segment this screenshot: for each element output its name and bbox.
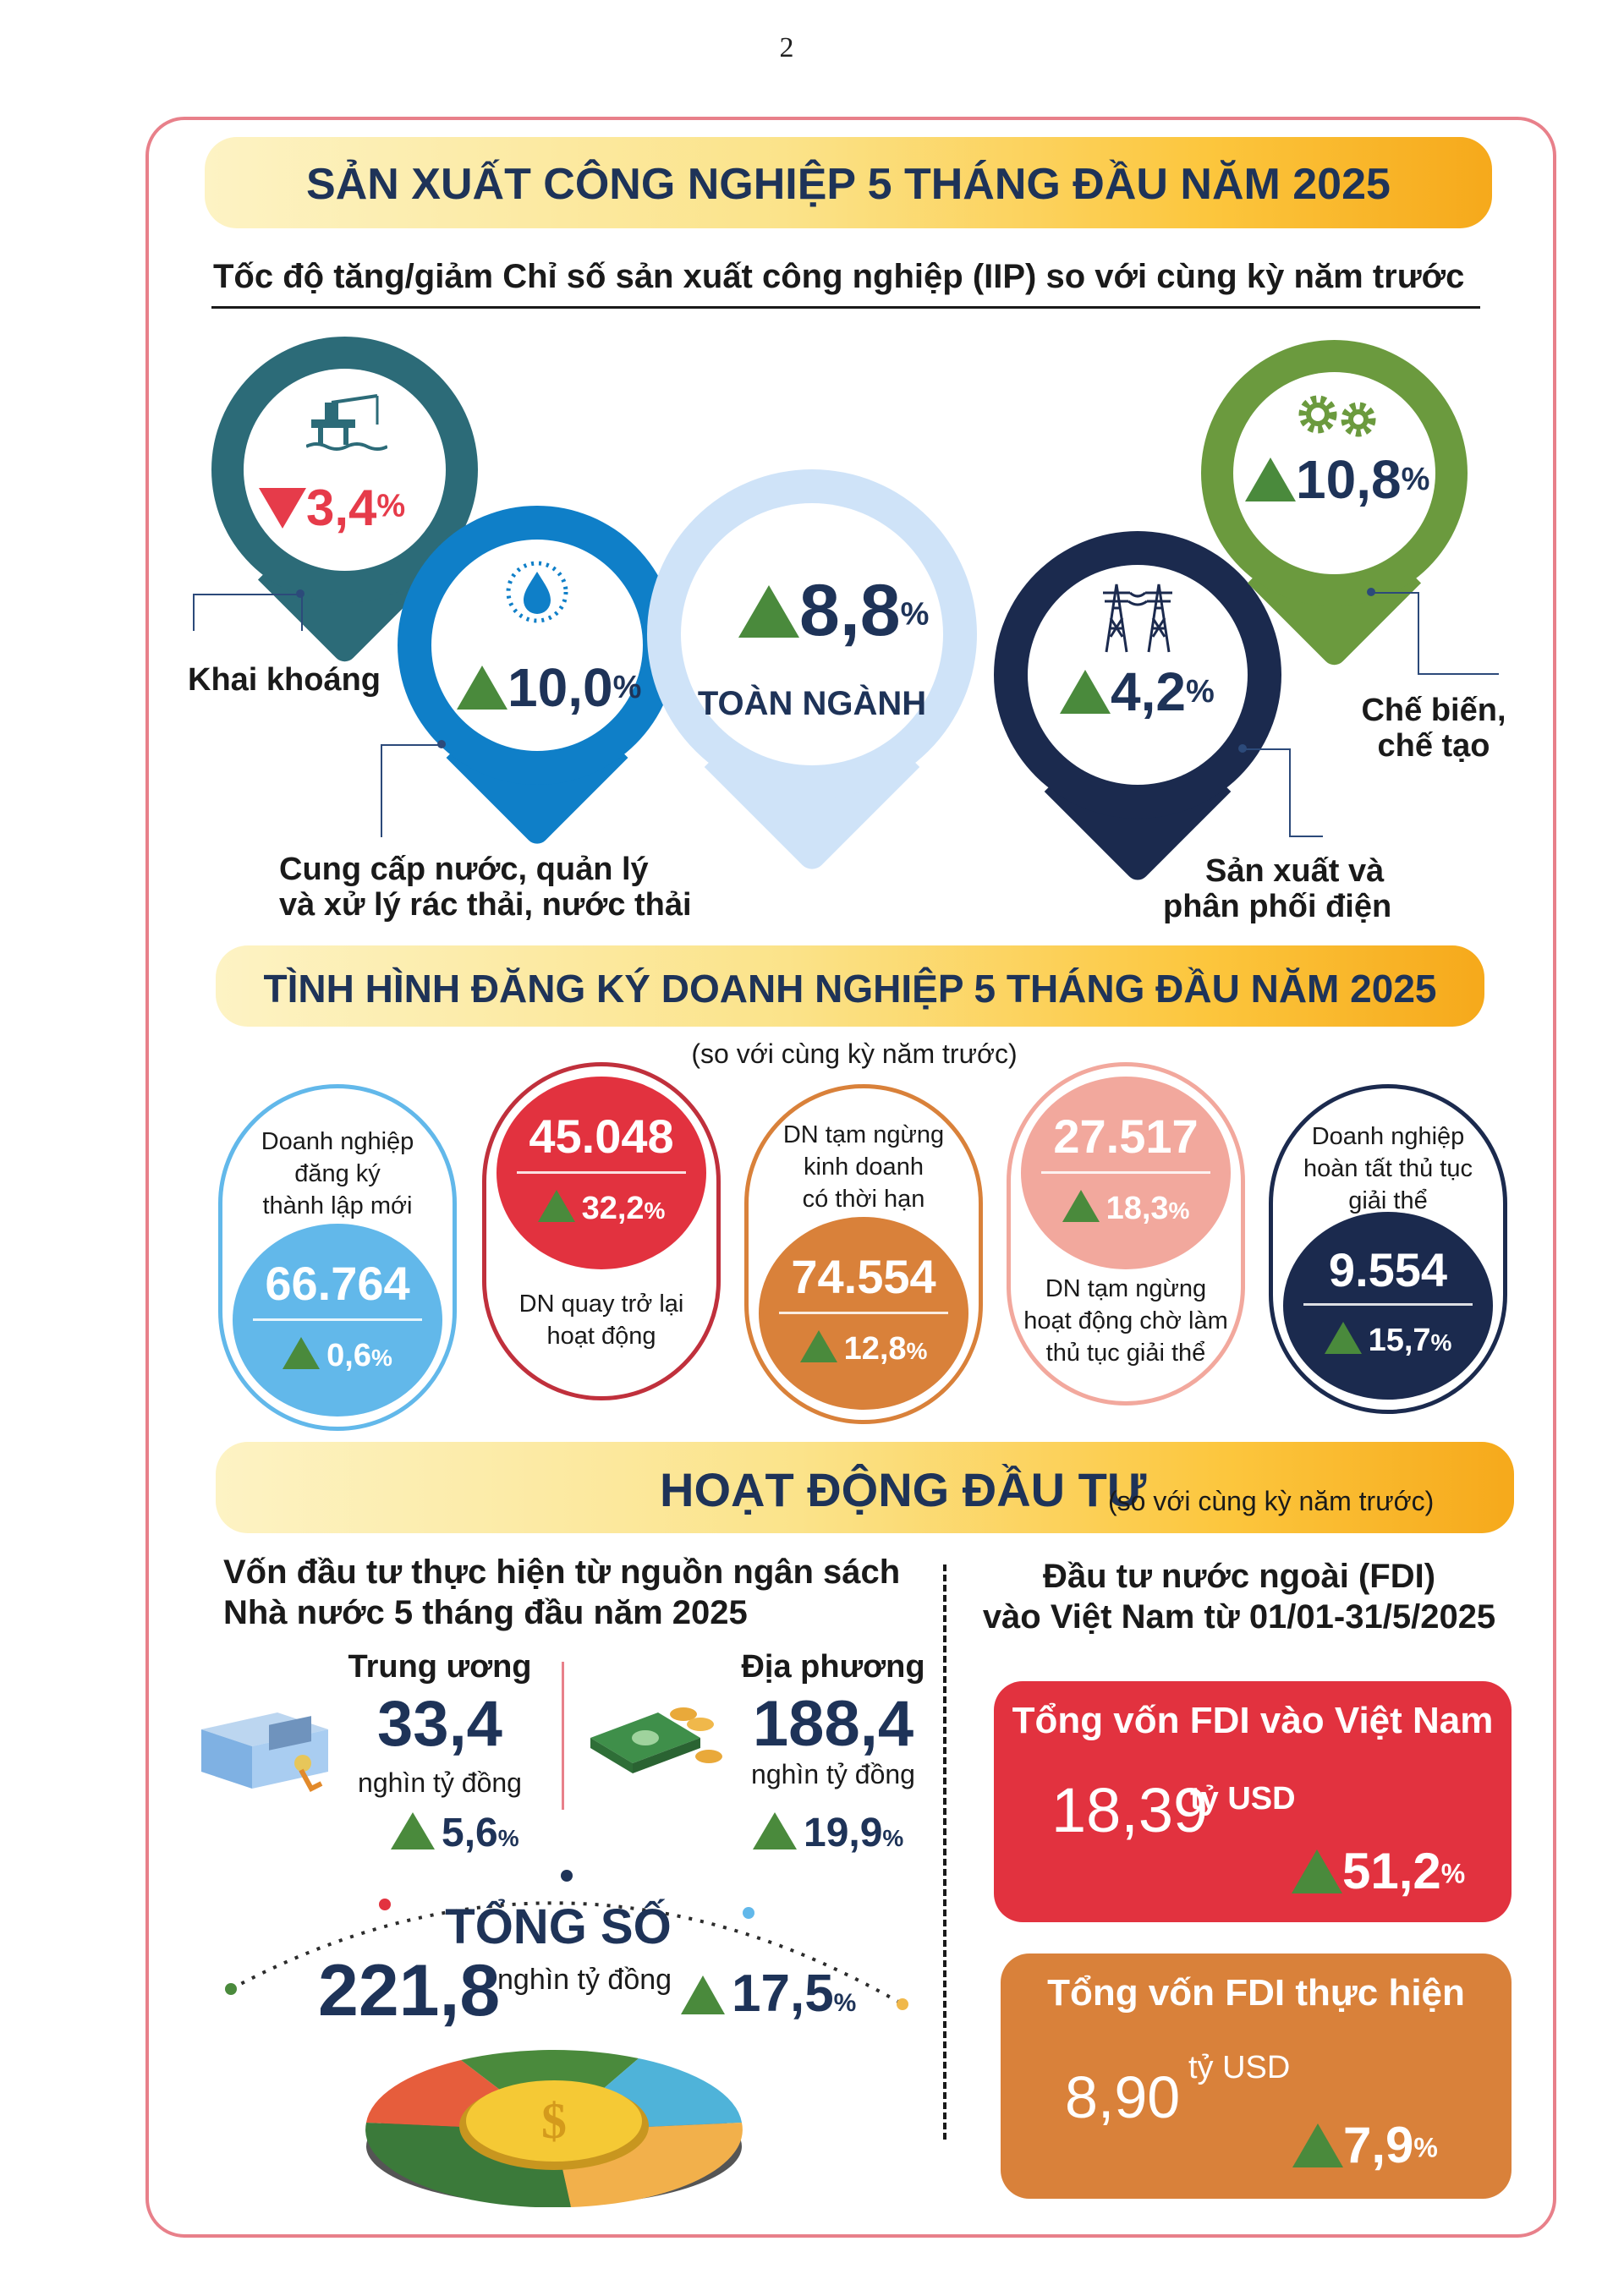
left-title-1: Vốn đầu tư thực hiện từ nguồn ngân sách — [223, 1553, 901, 1591]
left-title-2: Nhà nước 5 tháng đầu năm 2025 — [223, 1594, 748, 1631]
column-divider — [943, 1564, 946, 2140]
che-bien-value: 10,8 — [1296, 449, 1402, 510]
fdi-done-label: Tổng vốn FDI thực hiện — [1047, 1972, 1465, 2014]
iip-title: SẢN XUẤT CÔNG NGHIỆP 5 THÁNG ĐẦU NĂM 202… — [306, 160, 1391, 209]
page-frame — [145, 117, 1556, 2238]
fdi-done-card: Tổng vốn FDI thực hiện 8,90 tỷ USD 7,9% — [1001, 1954, 1512, 2199]
fdi-done-change: 7,9 — [1343, 2117, 1414, 2173]
nuoc-label-1: Cung cấp nước, quản lý — [279, 852, 649, 887]
invest-note: (so với cùng kỳ năm trước) — [1108, 1486, 1435, 1516]
che-bien-label-1: Chế biến, — [1361, 693, 1506, 728]
budget-divider — [562, 1662, 564, 1810]
dia-phuong-unit: nghìn tỷ đồng — [751, 1759, 915, 1789]
dia-phuong-label: Địa phương — [741, 1649, 925, 1685]
coin-donut-graphic: $ — [365, 2050, 743, 2207]
che-bien-label-2: chế tạo — [1377, 728, 1490, 764]
up-triangle-icon — [1292, 2123, 1343, 2167]
up-triangle-icon — [1292, 1849, 1342, 1893]
up-triangle-icon — [1245, 458, 1296, 501]
dia-phuong-change: 19,9 — [804, 1811, 883, 1855]
gears-icon — [1298, 395, 1376, 437]
trung-uong-unit: nghìn tỷ đồng — [358, 1767, 522, 1798]
dn-title: TÌNH HÌNH ĐĂNG KÝ DOANH NGHIỆP 5 THÁNG Đ… — [263, 967, 1437, 1011]
dn-pending-value: 27.517 — [1053, 1110, 1199, 1163]
page-number: 2 — [779, 32, 794, 63]
tong-so-label: TỔNG SỐ — [445, 1899, 672, 1954]
subtitle-rule — [211, 306, 1480, 309]
invest-banner: HOẠT ĐỘNG ĐẦU TƯ (so với cùng kỳ năm trư… — [216, 1442, 1514, 1533]
fdi-done-value: 8,90 — [1065, 2064, 1181, 2130]
pin-toan-nganh: 8,8% TOÀN NGÀNH — [647, 469, 977, 875]
khai-khoang-value: 3,4 — [306, 479, 377, 536]
toan-nganh-value: 8,8 — [799, 570, 901, 651]
tong-so-value: 221,8 — [318, 1950, 501, 2031]
oil-rig-icon — [306, 394, 387, 451]
dn-card-new: Doanh nghiệp đăng ký thành lập mới 66.76… — [218, 1084, 457, 1431]
dn-dissolved-value: 9.554 — [1328, 1243, 1448, 1296]
dien-label-2: phân phối điện — [1163, 889, 1392, 924]
nuoc-label-2: và xử lý rác thải, nước thải — [279, 887, 692, 923]
fdi-total-change: 51,2 — [1342, 1843, 1441, 1899]
invest-title: HOẠT ĐỘNG ĐẦU TƯ — [660, 1463, 1147, 1516]
tong-so-change: 17,5 — [732, 1964, 834, 2023]
fdi-title-2: vào Việt Nam từ 01/01-31/5/2025 — [982, 1598, 1496, 1636]
fdi-title-1: Đầu tư nước ngoài (FDI) — [1042, 1558, 1436, 1595]
tong-so-unit: nghìn tỷ đồng — [497, 1964, 672, 1996]
iip-banner: SẢN XUẤT CÔNG NGHIỆP 5 THÁNG ĐẦU NĂM 202… — [205, 137, 1492, 228]
bank-building-icon — [201, 1712, 328, 1792]
money-stack-icon — [590, 1707, 722, 1773]
dn-note: (so với cùng kỳ năm trước) — [691, 1038, 1018, 1069]
fdi-total-unit: tỷ USD — [1190, 1781, 1296, 1817]
nuoc-value: 10,0 — [508, 657, 613, 718]
pin-nuoc: 10,0% — [398, 506, 677, 849]
dn-card-suspend: DN tạm ngừng kinh doanh có thời hạn 74.5… — [744, 1084, 983, 1424]
power-tower-icon — [1103, 584, 1172, 653]
water-drop-icon — [506, 561, 568, 623]
trung-uong-label: Trung ương — [348, 1649, 532, 1685]
trung-uong-value: 33,4 — [377, 1688, 502, 1760]
fdi-done-unit: tỷ USD — [1188, 2050, 1291, 2085]
fdi-total-value: 18,39 — [1051, 1775, 1209, 1845]
khai-khoang-label: Khai khoáng — [188, 662, 381, 698]
iip-subtitle: Tốc độ tăng/giảm Chỉ số sản xuất công ng… — [213, 258, 1465, 295]
pin-dien: 4,2% — [994, 531, 1281, 886]
toan-nganh-label: TOÀN NGÀNH — [697, 685, 927, 722]
up-triangle-icon — [1060, 670, 1111, 714]
dn-card-return: 45.048 32,2% DN quay trở lại hoạt động — [482, 1062, 721, 1400]
dia-phuong-value: 188,4 — [752, 1688, 914, 1760]
fdi-total-label: Tổng vốn FDI vào Việt Nam — [1012, 1700, 1494, 1741]
up-triangle-icon — [457, 666, 508, 710]
dotted-arc — [225, 1870, 908, 2010]
dn-card-pending-dissolve: 27.517 18,3% DN tạm ngừng hoạt động chờ … — [1007, 1062, 1245, 1406]
dn-banner: TÌNH HÌNH ĐĂNG KÝ DOANH NGHIỆP 5 THÁNG Đ… — [216, 945, 1484, 1027]
down-triangle-icon — [259, 487, 306, 529]
dien-label-1: Sản xuất và — [1205, 853, 1385, 889]
pin-che-bien: 10,8% — [1201, 340, 1468, 671]
svg-text:$: $ — [541, 2093, 567, 2149]
up-triangle-icon — [738, 584, 799, 638]
dn-new-value: 66.764 — [265, 1257, 410, 1310]
fdi-total-card: Tổng vốn FDI vào Việt Nam 18,39 tỷ USD 5… — [994, 1681, 1512, 1922]
dn-suspend-value: 74.554 — [791, 1250, 936, 1303]
dn-card-dissolved: Doanh nghiệp hoàn tất thủ tục giải thể 9… — [1269, 1084, 1507, 1414]
dien-value: 4,2 — [1111, 661, 1186, 722]
dn-return-value: 45.048 — [529, 1110, 674, 1163]
trung-uong-change: 5,6 — [442, 1811, 498, 1855]
